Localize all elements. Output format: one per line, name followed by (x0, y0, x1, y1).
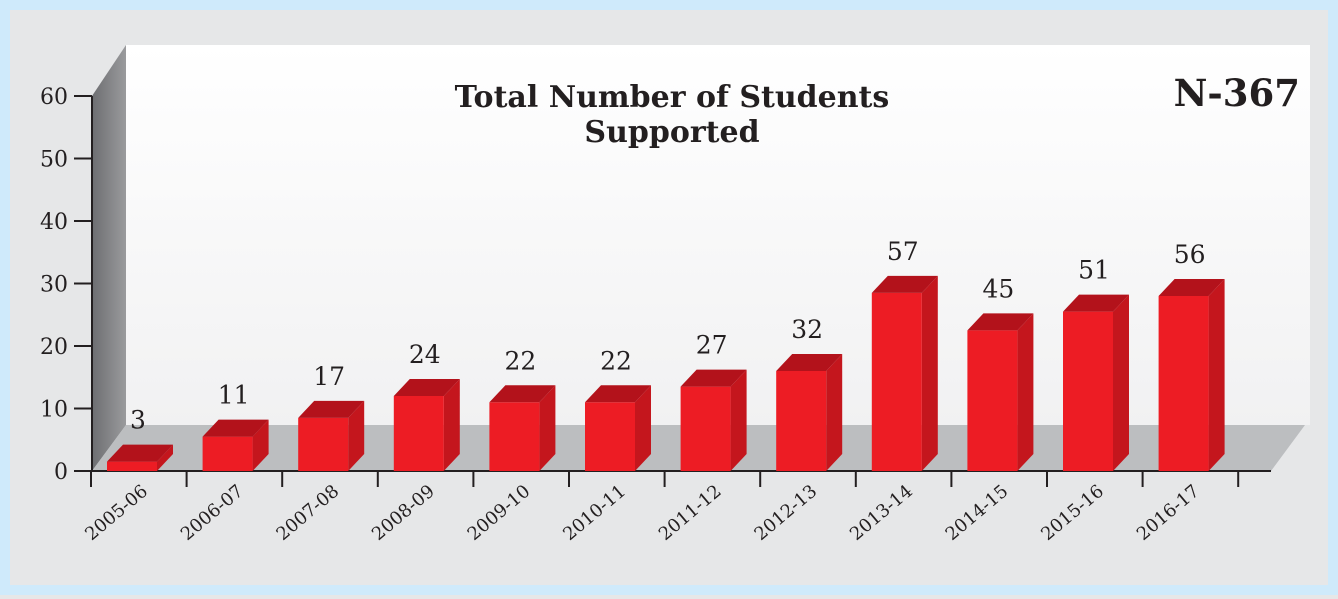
bar-side-face (539, 385, 556, 471)
bar-front-face (107, 461, 157, 471)
bar-front-face (298, 417, 349, 471)
bar-top-face (393, 379, 460, 396)
x-tick-label: 2012-13 (750, 481, 821, 545)
bar (298, 400, 365, 471)
bar-top-face (967, 313, 1034, 331)
bar-top-face (1158, 279, 1225, 296)
y-tick-label: 40 (40, 210, 68, 235)
bar-side-face (826, 354, 843, 471)
y-tick-label: 30 (40, 273, 68, 298)
bar (1063, 294, 1129, 471)
bar (967, 313, 1034, 471)
bar-value-label: 3 (130, 406, 146, 435)
bar-value-label: 17 (313, 362, 345, 391)
bar (107, 444, 173, 471)
bar-top-face (871, 275, 938, 293)
bar (585, 385, 651, 471)
bar-value-label: 45 (982, 274, 1014, 303)
x-tick-label: 2011-12 (655, 481, 726, 545)
bar (871, 275, 938, 471)
bar-side-face (921, 275, 938, 471)
bar-front-face (680, 386, 731, 471)
y-tick-label: 0 (54, 460, 68, 485)
total-count-annotation: N-367 (1173, 71, 1300, 115)
y-tick-label: 60 (40, 85, 68, 110)
bar-side-face (252, 419, 269, 471)
bar-value-label: 22 (600, 346, 632, 375)
x-tick-label: 2016-17 (1133, 481, 1204, 545)
bar-side-face (348, 400, 365, 471)
side-wall (92, 45, 126, 471)
bar-side-face (730, 369, 747, 471)
bar-value-label: 24 (409, 340, 441, 369)
x-tick-label: 2015-16 (1037, 481, 1108, 545)
y-tick-label: 50 (40, 148, 68, 173)
bar-front-face (202, 436, 253, 471)
bar-top-face (680, 369, 747, 387)
bar (393, 379, 460, 471)
x-tick-label: 2005-06 (81, 481, 152, 545)
bar-side-face (635, 385, 651, 471)
bar (489, 385, 556, 471)
bar-value-label: 32 (791, 315, 823, 344)
bar-front-face (871, 292, 922, 471)
bar-front-face (393, 396, 444, 471)
bar-value-label: 27 (696, 331, 728, 360)
bar-front-face (967, 330, 1018, 471)
x-tick-label: 2008-09 (368, 481, 439, 545)
bar-side-face (443, 379, 460, 471)
x-tick-label: 2014-15 (942, 481, 1013, 545)
bar (680, 369, 747, 471)
bar-value-label: 56 (1174, 240, 1206, 269)
bar (1158, 279, 1225, 471)
bar-front-face (1158, 296, 1209, 471)
x-tick-label: 2006-07 (177, 481, 248, 545)
bar-top-face (489, 385, 556, 403)
bar-side-face (1208, 279, 1225, 471)
bar-value-label: 57 (887, 237, 919, 266)
bar-value-label: 51 (1078, 256, 1110, 285)
bar (202, 419, 269, 471)
bar-top-face (107, 444, 173, 462)
bar-top-face (585, 385, 651, 403)
bar-value-label: 22 (504, 346, 536, 375)
bar-front-face (1063, 311, 1113, 471)
x-tick-label: 2007-08 (272, 481, 343, 545)
bar-side-face (1017, 313, 1034, 471)
bar-top-face (776, 354, 843, 371)
bar-side-face (1113, 294, 1129, 471)
x-tick-label: 2009-10 (464, 481, 535, 545)
bar (776, 354, 843, 471)
bar-side-face (157, 444, 173, 471)
bar-front-face (585, 402, 635, 471)
bar-top-face (202, 419, 269, 437)
bar-top-face (1063, 294, 1129, 312)
bar-value-label: 11 (218, 381, 250, 410)
bar-front-face (776, 371, 827, 471)
x-tick-label: 2013-14 (846, 481, 917, 545)
chart-title: Total Number of Students Supported (454, 80, 890, 150)
y-tick-label: 20 (40, 335, 68, 360)
bar-front-face (489, 402, 540, 471)
y-tick-label: 10 (40, 398, 68, 423)
bar-top-face (298, 400, 365, 418)
x-tick-label: 2010-11 (559, 481, 630, 545)
